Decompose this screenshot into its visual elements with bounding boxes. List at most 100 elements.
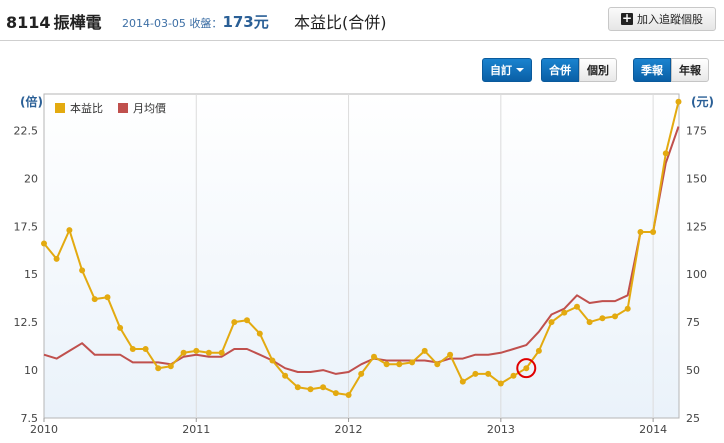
header-bar: 8114 振樺電 2014-03-05 收盤：173元 本益比(合併) + 加入追… (0, 0, 724, 41)
data-point-pe (548, 319, 555, 326)
data-point-pe (612, 313, 618, 320)
x-tick-label: 2011 (182, 423, 210, 436)
data-point-pe (497, 380, 504, 387)
data-point-pe (383, 361, 390, 368)
data-point-pe (256, 330, 263, 337)
legend-swatch-pe (55, 103, 65, 113)
data-point-pe (345, 392, 352, 398)
data-point-pe (205, 349, 212, 356)
stock-name: 振樺電 (53, 13, 102, 32)
right-tick-label: 25 (686, 412, 700, 425)
data-point-pe (180, 349, 187, 356)
data-point-pe (155, 365, 162, 372)
data-point-pe (104, 294, 111, 301)
data-point-pe (79, 267, 86, 274)
data-point-pe (307, 386, 314, 393)
data-point-pe (358, 370, 365, 377)
data-point-pe (41, 240, 47, 247)
close-price: 173 (222, 13, 254, 31)
data-point-pe (421, 347, 428, 354)
data-point-pe (282, 372, 289, 379)
period-group: 季報 年報 (633, 58, 709, 82)
left-axis-ticks: 7.5 10 12.5 15 17.5 20 22.5 (14, 124, 39, 425)
stock-code: 8114 (6, 13, 51, 32)
data-point-pe (320, 384, 327, 391)
data-point-pe (561, 309, 568, 316)
data-point-pe (409, 359, 416, 366)
stock-title: 8114 振樺電 (6, 9, 102, 33)
data-point-pe (586, 319, 593, 326)
data-point-pe (472, 370, 479, 377)
data-point-pe (459, 378, 466, 385)
left-tick-label: 17.5 (14, 220, 39, 233)
data-point-pe (117, 324, 124, 331)
left-tick-label: 10 (24, 364, 38, 377)
data-point-pe (332, 390, 339, 397)
data-point-pe (662, 150, 669, 157)
series-layer (41, 98, 682, 398)
series-line-price (43, 126, 680, 375)
data-point-pe (371, 353, 377, 360)
right-tick-label: 75 (686, 316, 700, 329)
data-point-pe (396, 361, 403, 368)
pe-ratio-chart: (倍) (元) 7.5 10 12.5 15 17.5 20 22.5 25 50 75 100 1… (14, 93, 714, 436)
price-unit: 元 (253, 13, 269, 31)
left-tick-label: 20 (24, 172, 38, 185)
data-point-pe (66, 227, 73, 234)
data-point-pe (485, 370, 492, 377)
data-point-pe (167, 363, 174, 370)
annual-button[interactable]: 年報 (671, 58, 709, 82)
legend-swatch-price (118, 103, 128, 113)
x-tick-label: 2010 (30, 423, 58, 436)
data-point-pe (129, 346, 136, 352)
data-point-pe (294, 384, 301, 391)
data-point-pe (218, 349, 225, 356)
data-point-pe (142, 346, 149, 352)
left-tick-label: 22.5 (14, 124, 39, 137)
plot-area (43, 93, 680, 419)
individual-button[interactable]: 個別 (579, 58, 617, 82)
consolidated-button[interactable]: 合併 (541, 58, 579, 82)
close-label: 收盤： (189, 17, 223, 30)
plus-icon: + (621, 11, 633, 25)
quote-date: 2014-03-05 (122, 17, 186, 30)
x-tick-label: 2014 (639, 423, 667, 436)
data-point-pe (447, 351, 454, 358)
left-tick-label: 12.5 (14, 316, 39, 329)
custom-range-label: 自訂 (490, 64, 512, 77)
report-title: 本益比(合併) (294, 13, 387, 32)
right-tick-label: 100 (686, 268, 707, 281)
quarterly-button[interactable]: 季報 (633, 58, 671, 82)
data-point-pe (91, 296, 98, 303)
right-tick-label: 175 (686, 124, 707, 137)
data-point-pe (675, 98, 682, 105)
data-point-pe (231, 319, 238, 326)
chart-legend: 本益比 月均價 (55, 101, 166, 115)
right-axis-ticks: 25 50 75 100 125 150 175 (686, 124, 707, 425)
left-tick-label: 7.5 (21, 412, 39, 425)
add-tracking-button[interactable]: + 加入追蹤個股 (608, 7, 716, 31)
data-point-pe (53, 255, 60, 262)
data-point-pe (650, 229, 657, 235)
highlight-circle (516, 358, 537, 379)
caret-down-icon (516, 68, 524, 72)
data-point-pe (510, 372, 517, 379)
right-tick-label: 125 (686, 220, 707, 233)
custom-range-dropdown[interactable]: 自訂 (482, 58, 532, 82)
legend-label-price: 月均價 (133, 101, 166, 115)
custom-range-group: 自訂 (482, 58, 532, 82)
data-point-pe (637, 229, 644, 235)
x-tick-label: 2013 (487, 423, 515, 436)
x-tick-label: 2012 (335, 423, 363, 436)
left-axis-unit: (倍) (20, 94, 43, 109)
add-tracking-label: 加入追蹤個股 (637, 13, 703, 26)
price-info: 2014-03-05 收盤：173元 (122, 11, 269, 32)
data-point-pe (599, 315, 606, 322)
data-point-pe (269, 357, 276, 364)
data-point-pe (244, 317, 250, 324)
right-axis-unit: (元) (691, 95, 714, 109)
right-tick-label: 150 (686, 172, 707, 185)
data-point-pe (574, 303, 580, 310)
data-point-pe (434, 361, 441, 368)
data-point-pe (523, 365, 530, 372)
